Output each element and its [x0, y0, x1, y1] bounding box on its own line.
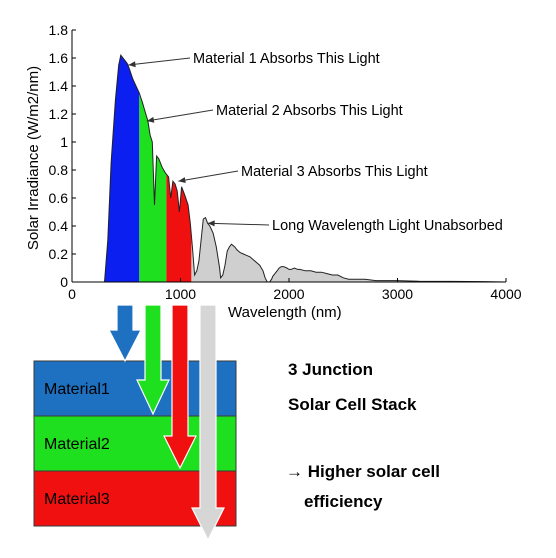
y-tick-label: 0.8 — [49, 162, 69, 178]
y-tick-label: 1.8 — [49, 22, 69, 38]
annotation-leader — [146, 109, 214, 122]
x-tick-label: 3000 — [382, 286, 413, 302]
stack-layer-label: Material1 — [44, 381, 110, 398]
band-2 — [139, 93, 167, 282]
y-tick-label: 1.4 — [49, 78, 69, 94]
spectrum-outline — [104, 54, 507, 283]
x-axis-label: Wavelength (nm) — [228, 304, 342, 321]
annotation-arrowhead — [146, 116, 155, 123]
y-tick-label: 1.2 — [49, 106, 69, 122]
y-tick-label: 0.4 — [49, 218, 69, 234]
light-arrow-4 — [191, 304, 225, 542]
annotation-leader — [178, 170, 239, 182]
band-1 — [104, 55, 140, 282]
y-tick-label: 0 — [60, 274, 68, 290]
annotation-label: Material 2 Absorbs This Light — [216, 103, 403, 119]
note-line-3: → Higher solar cell — [286, 462, 440, 481]
annotation-leader — [128, 57, 191, 66]
x-ticks: 0 1000 2000 3000 4000 — [68, 278, 522, 302]
y-axis-label: Solar Irradiance (W/m2/nm) — [25, 66, 42, 250]
y-tick-label: 1.6 — [49, 50, 69, 66]
band-3 — [166, 174, 192, 282]
note-line-1: 3 Junction — [288, 360, 373, 379]
note-line-2: Solar Cell Stack — [288, 395, 417, 414]
cell-stack: Material1 Material2 Material3 — [33, 304, 237, 542]
annotation-label: Material 3 Absorbs This Light — [241, 164, 428, 180]
stack-layer-label: Material2 — [44, 436, 110, 453]
light-arrows — [108, 304, 225, 542]
y-ticks: 0 0.2 0.4 0.6 0.8 1 1.2 1.4 1.6 1.8 — [49, 22, 76, 290]
x-tick-label: 2000 — [273, 286, 304, 302]
annotation-arrowhead — [128, 61, 136, 68]
annotation-leader — [207, 222, 270, 226]
light-arrow-1 — [108, 304, 142, 363]
notes: 3 Junction Solar Cell Stack → Higher sol… — [286, 360, 440, 511]
y-tick-label: 0.6 — [49, 190, 69, 206]
light-arrow-2 — [136, 304, 170, 416]
y-tick-label: 0.2 — [49, 246, 69, 262]
stack-layer-label: Material3 — [44, 491, 110, 508]
annotation-label: Long Wavelength Light Unabsorbed — [272, 218, 503, 234]
x-tick-label: 0 — [68, 286, 76, 302]
y-tick-label: 1 — [60, 134, 68, 150]
annotation-label: Material 1 Absorbs This Light — [193, 51, 380, 67]
annotations: Material 1 Absorbs This Light Material 2 … — [128, 51, 503, 234]
spectrum-chart: 0 0.2 0.4 0.6 0.8 1 1.2 1.4 1.6 1.8 0 1000 2000 3000… — [25, 22, 522, 321]
light-arrow-3 — [163, 304, 197, 470]
annotation-arrowhead — [207, 220, 215, 227]
note-line-4: efficiency — [304, 492, 383, 511]
annotation-arrowhead — [178, 177, 186, 183]
x-tick-label: 1000 — [165, 286, 196, 302]
x-tick-label: 4000 — [490, 286, 521, 302]
